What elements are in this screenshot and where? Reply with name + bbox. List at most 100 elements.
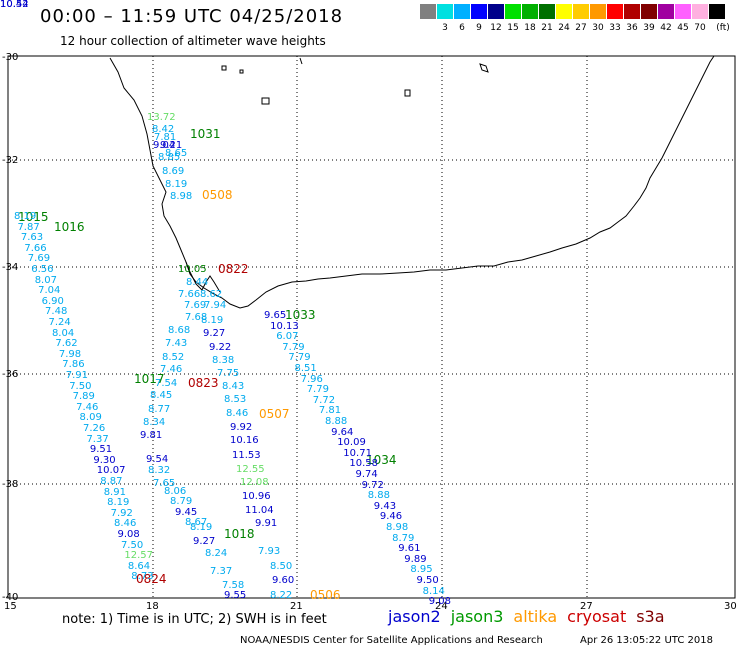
- latitude-tick-label: -40: [2, 592, 19, 603]
- swh-value: 8.32: [148, 465, 171, 476]
- scale-label: 18: [524, 23, 536, 33]
- legend-altika: altika: [513, 607, 558, 626]
- scale-label: 12: [490, 23, 502, 33]
- scale-label: 30: [592, 23, 604, 33]
- swh-value: 9.04: [153, 140, 176, 151]
- swh-value: 7.50: [120, 539, 144, 551]
- swh-value: 7.81: [318, 405, 342, 417]
- scale-label: 39: [643, 23, 655, 33]
- swh-value: 7.72: [312, 394, 336, 406]
- swh-value: 7.48: [45, 306, 68, 318]
- swh-value: 7.79: [282, 341, 305, 353]
- scale-swatch: [505, 4, 522, 19]
- swh-value: 7.66: [178, 289, 201, 300]
- swh-value: 9.61: [398, 543, 421, 555]
- pass-label: 1031: [190, 127, 221, 141]
- swh-value: 8.65: [165, 148, 188, 159]
- scale-swatch: [437, 4, 454, 19]
- scale-swatch: [607, 4, 624, 19]
- swh-value: 8.68: [168, 325, 191, 336]
- swh-value: 8.24: [205, 548, 228, 559]
- swh-value: 9.74: [355, 469, 378, 480]
- swh-value: 9.51: [89, 444, 113, 456]
- scale-label: 3: [442, 23, 448, 33]
- swh-value: 8.51: [294, 363, 317, 374]
- swh-value: 8.69: [162, 166, 185, 177]
- swh-value: 7.91: [65, 370, 89, 381]
- swh-value: 9.08: [117, 529, 140, 540]
- pass-label: 0508: [202, 188, 233, 202]
- swh-value: 7.86: [62, 359, 85, 371]
- swh-value: 8.79: [392, 532, 415, 544]
- scale-swatch: [539, 4, 556, 19]
- scale-swatch: [675, 4, 692, 19]
- swh-value: 10.52: [0, 0, 29, 10]
- swh-value: 8.19: [190, 522, 213, 533]
- swh-value: 12.55: [236, 464, 265, 475]
- swh-value: 7.69: [184, 300, 207, 311]
- swh-value: 7.92: [110, 507, 133, 519]
- swh-value: 8.52: [162, 352, 185, 363]
- generated-timestamp: Apr 26 13:05:22 UTC 2018: [580, 635, 713, 646]
- swh-value: 8.95: [410, 564, 433, 576]
- swh-value: 7.26: [83, 423, 106, 434]
- swh-value: 9.65: [264, 310, 287, 321]
- swh-value: 9.46: [379, 511, 403, 523]
- swh-value: 8.19: [201, 315, 224, 326]
- latitude-tick-label: -38: [2, 479, 19, 490]
- scale-swatch: [488, 4, 505, 19]
- swh-value: 9.21: [160, 140, 183, 151]
- swh-value: 9.43: [373, 500, 397, 512]
- swh-value: 9.55: [224, 590, 247, 601]
- swh-value: 8.77: [148, 404, 171, 415]
- swh-value: 11.04: [245, 505, 274, 516]
- scale-label: 45: [677, 23, 689, 33]
- swh-value: 8.44: [186, 277, 209, 288]
- swh-value: 9.92: [230, 422, 253, 433]
- scale-swatch: [573, 4, 590, 19]
- scale-label: 27: [575, 23, 587, 33]
- pass-label: 0824: [136, 572, 167, 586]
- swh-value: 7.89: [72, 391, 95, 403]
- swh-value: 7.79: [288, 352, 311, 364]
- swh-value: 7.87: [17, 221, 40, 233]
- scale-swatch: [454, 4, 471, 19]
- footnote: note: 1) Time is in UTC; 2) SWH is in fe…: [62, 612, 327, 627]
- scale-label: 33: [609, 23, 621, 33]
- swh-value: 7.46: [160, 364, 183, 375]
- swh-value: 7.79: [306, 384, 329, 396]
- swh-value: 8.53: [224, 394, 247, 405]
- swh-value: 11.53: [232, 450, 261, 461]
- latitude-tick-label: -34: [2, 262, 19, 273]
- map-subtitle: 12 hour collection of altimeter wave hei…: [60, 34, 326, 48]
- swh-value: 9.72: [361, 479, 384, 491]
- pass-label: 0823: [188, 376, 219, 390]
- swh-value: 9.89: [404, 553, 427, 565]
- swh-value: 7.68: [185, 312, 208, 323]
- swh-value: 8.34: [143, 417, 166, 428]
- scale-swatch: [692, 4, 709, 19]
- swh-value: 8.50: [270, 561, 293, 572]
- scale-swatch: [556, 4, 573, 19]
- swh-value: 9.22: [209, 342, 232, 353]
- latitude-tick-label: -30: [2, 52, 19, 63]
- swh-value: 7.66: [24, 242, 47, 254]
- legend-cryosat: cryosat: [567, 607, 627, 626]
- swh-value: 12.08: [240, 477, 269, 488]
- swh-value: 10.13: [270, 320, 299, 332]
- swh-value: 8.98: [386, 522, 409, 533]
- swh-value: 8.87: [100, 476, 123, 487]
- swh-value: 13.72: [147, 112, 176, 123]
- pass-label: 1018: [224, 527, 255, 541]
- swh-value: 7.58: [222, 580, 245, 591]
- pass-label: 0506: [310, 588, 341, 602]
- pass-label: 1015: [18, 210, 49, 224]
- swh-value: 8.88: [367, 490, 390, 502]
- swh-value: 10.71: [343, 447, 372, 459]
- swh-value: 9.45: [175, 507, 198, 518]
- swh-value: 9.91: [255, 518, 278, 529]
- scale-swatch: [471, 4, 488, 19]
- longitude-tick-label: 30: [724, 601, 737, 612]
- swh-value: 10.05: [178, 264, 207, 275]
- swh-value: 7.96: [300, 373, 323, 385]
